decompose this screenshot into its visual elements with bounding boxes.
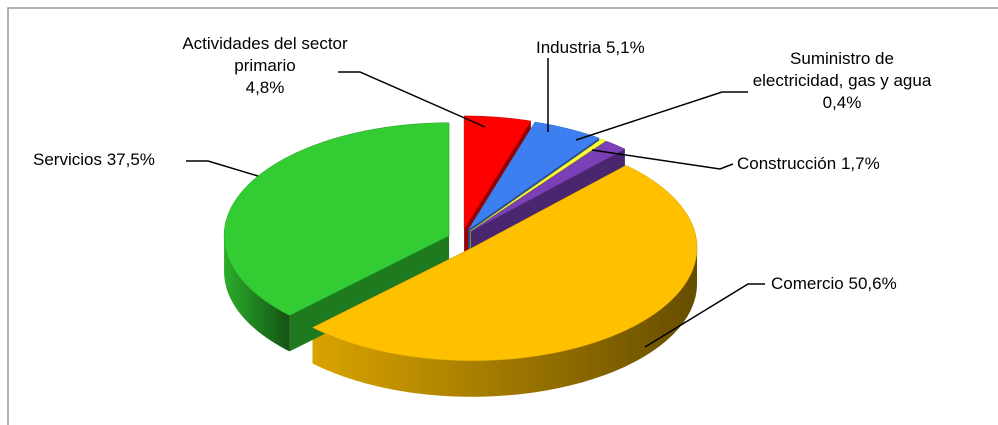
- slice-label: Servicios 37,5%: [33, 149, 155, 171]
- leader-line: [591, 149, 734, 170]
- value-label: 0,4%: [822, 93, 862, 112]
- value-label: 5,1%: [605, 38, 645, 57]
- value-label: 37,5%: [106, 150, 155, 169]
- value-label: 1,7%: [840, 154, 880, 173]
- pie: [223, 115, 698, 397]
- pie-wall: [224, 235, 290, 352]
- leader-line: [338, 71, 486, 128]
- chart-frame: [7, 7, 998, 425]
- pie-slice: [470, 140, 626, 232]
- category-label: Servicios: [33, 150, 102, 169]
- leader-line: [644, 283, 765, 348]
- leader-lines: [186, 58, 765, 348]
- leader-line: [575, 91, 748, 141]
- pie-slice: [463, 115, 532, 230]
- value-label: 4,8%: [245, 78, 285, 97]
- slice-label: Construcción 1,7%: [737, 153, 880, 175]
- slice-label: Suministro de electricidad, gas y agua 0…: [752, 48, 932, 114]
- pie-wall: [312, 247, 698, 397]
- pie-slice: [468, 121, 600, 231]
- slice-label: Industria 5,1%: [536, 37, 645, 59]
- leader-line: [186, 160, 259, 177]
- value-label: 50,6%: [848, 274, 897, 293]
- category-label: Suministro de electricidad, gas y agua: [752, 49, 932, 90]
- category-label: Industria: [536, 38, 602, 57]
- pie-slice: [223, 122, 450, 316]
- slice-label: Comercio 50,6%: [771, 273, 897, 295]
- pie-tops: [223, 115, 698, 362]
- slice-label: Actividades del sector primario 4,8%: [180, 33, 350, 99]
- category-label: Construcción: [737, 154, 837, 173]
- pie-slice: [312, 165, 698, 362]
- category-label: Comercio: [771, 274, 844, 293]
- category-label: Actividades del sector primario: [182, 34, 348, 75]
- pie-slice: [470, 138, 607, 232]
